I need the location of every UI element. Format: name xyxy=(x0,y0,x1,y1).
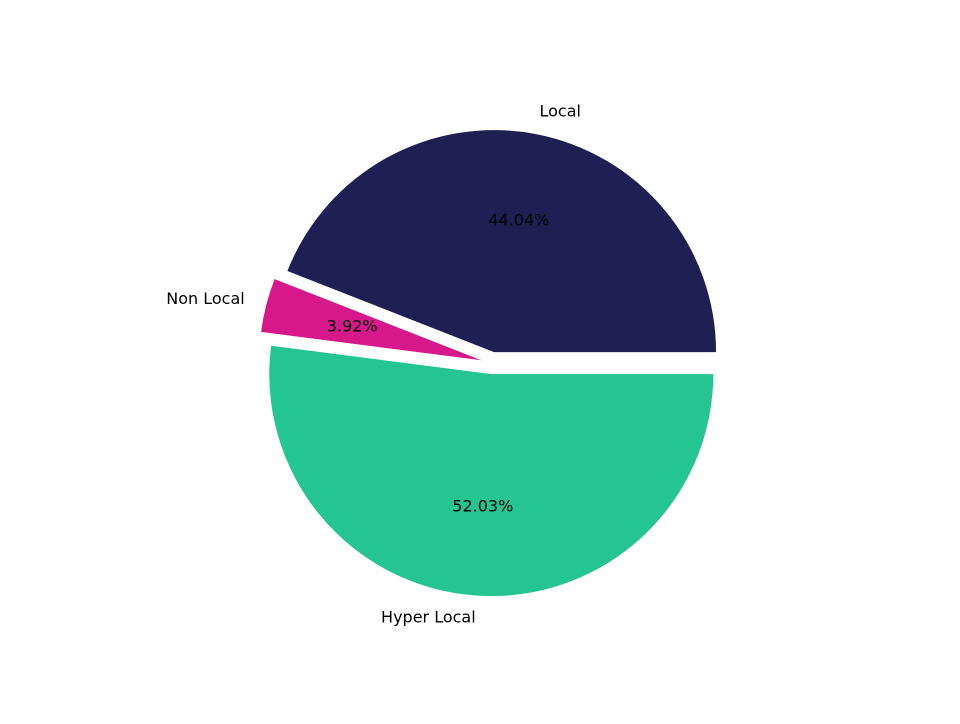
value-label: 44.04% xyxy=(488,211,549,230)
value-label: 52.03% xyxy=(452,497,513,516)
pie-slice xyxy=(261,279,482,361)
value-label: 3.92% xyxy=(327,317,378,336)
slice-label: Non Local xyxy=(166,289,244,308)
pie-slice xyxy=(269,345,714,597)
pie-slice xyxy=(287,130,717,353)
slice-label: Hyper Local xyxy=(381,607,476,626)
slice-label: Local xyxy=(539,102,580,121)
